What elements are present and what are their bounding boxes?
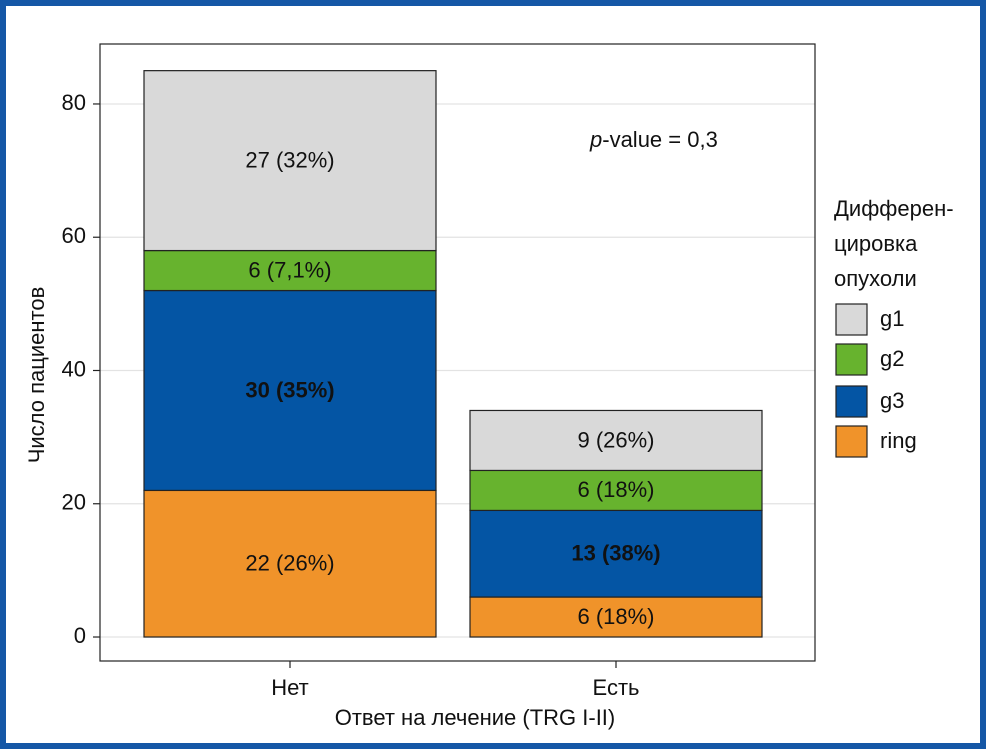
bar-segment: [143, 70, 437, 252]
annotation-italic: p: [589, 127, 602, 152]
value-label: 30 (35%): [245, 377, 334, 402]
bar-segment: [143, 489, 437, 638]
annotation: p-value = 0,3: [589, 127, 718, 152]
legend-swatch: [835, 303, 868, 336]
y-tick-label: 60: [62, 223, 86, 248]
legend-title: опухоли: [834, 266, 917, 291]
y-axis-label: Число пациентов: [24, 287, 49, 464]
value-label: 13 (38%): [571, 541, 660, 566]
y-tick-label: 20: [62, 490, 86, 515]
legend-label: g2: [880, 346, 904, 371]
plot-border: [99, 43, 816, 662]
legend-label: g1: [880, 306, 904, 331]
legend-title: Дифферен-: [834, 196, 954, 221]
bar-segment: [469, 409, 763, 472]
bar-segment: [143, 289, 437, 492]
value-label: 6 (18%): [577, 604, 654, 629]
y-tick-label: 40: [62, 356, 86, 381]
legend-swatch: [835, 343, 868, 376]
y-tick-label: 80: [62, 90, 86, 115]
bar-segment: [469, 596, 763, 638]
value-label: 27 (32%): [245, 147, 334, 172]
legend-label: ring: [880, 428, 917, 453]
value-label: 22 (26%): [245, 551, 334, 576]
y-tick-label: 0: [74, 623, 86, 648]
value-label: 6 (7,1%): [248, 257, 331, 282]
legend-label: g3: [880, 388, 904, 413]
x-tick-label: Нет: [271, 675, 308, 700]
bar-segment: [469, 509, 763, 598]
bars: 22 (26%) 30 (35%) 6 (7,1%) 27 (32%) 6 (18%) 1…: [143, 70, 763, 638]
legend-title: цировка: [834, 231, 918, 256]
bar-segment: [469, 469, 763, 512]
x-tick-label: Есть: [593, 675, 640, 700]
legend-swatch: [835, 425, 868, 458]
value-label: 9 (26%): [577, 427, 654, 452]
annotation-text: -value = 0,3: [602, 127, 718, 152]
legend-swatch: [835, 385, 868, 418]
x-axis-label: Ответ на лечение (TRG I-II): [335, 705, 616, 730]
value-label: 6 (18%): [577, 477, 654, 502]
bar-segment: [143, 249, 437, 292]
